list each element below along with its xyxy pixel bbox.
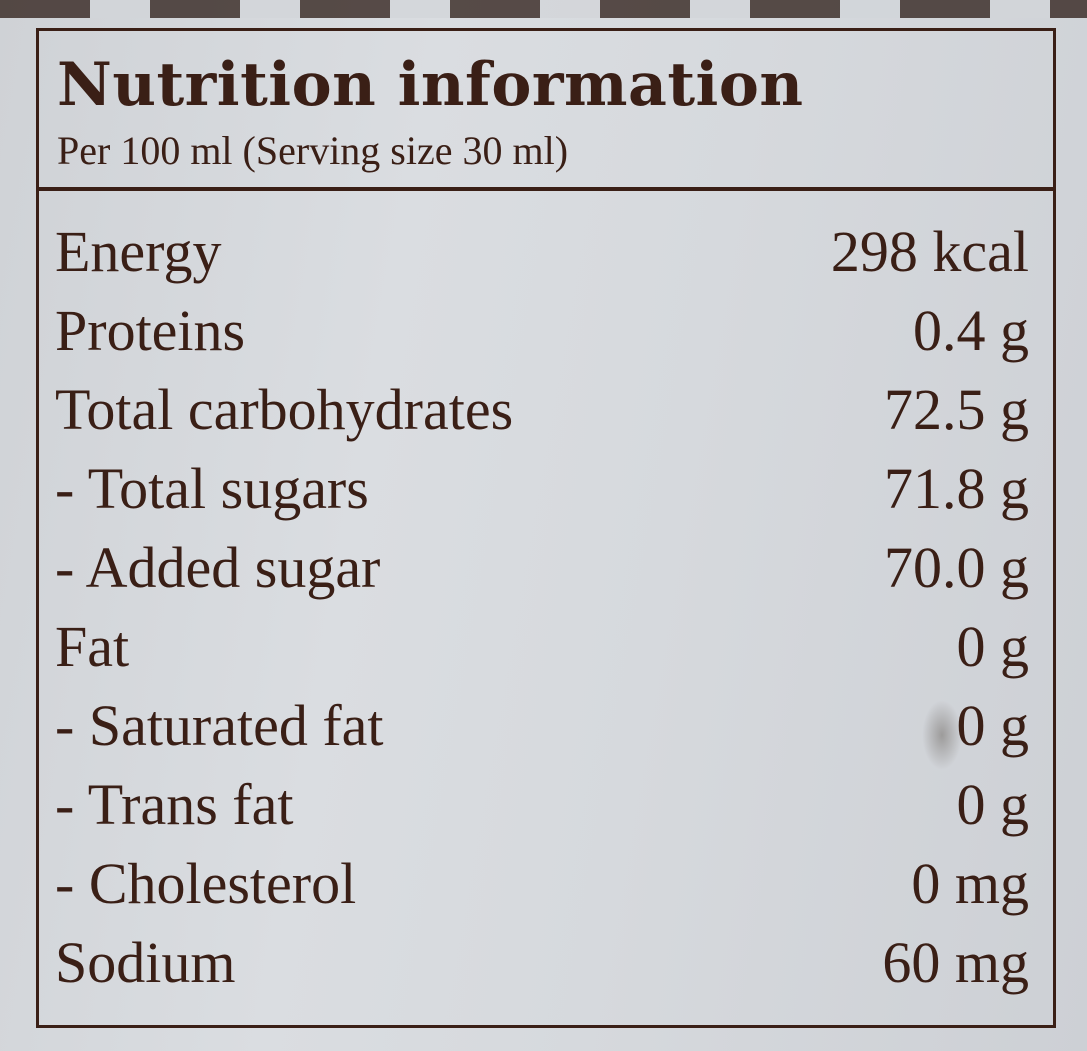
nutrient-name: - Trans fat	[55, 772, 294, 837]
nutrient-value: 0.4 g	[913, 298, 1029, 363]
nutrition-panel: Nutrition information Per 100 ml (Servin…	[36, 28, 1056, 1028]
nutrient-name: - Added sugar	[55, 535, 381, 600]
panel-subtitle: Per 100 ml (Serving size 30 ml)	[57, 128, 569, 173]
nutrient-row-cholesterol: - Cholesterol 0 mg	[39, 847, 1053, 926]
panel-title: Nutrition information	[57, 50, 804, 120]
nutrient-rows: Energy 298 kcal Proteins 0.4 g Total car…	[39, 215, 1053, 1005]
nutrient-value: 60 mg	[882, 930, 1029, 995]
nutrient-name: Fat	[55, 614, 130, 679]
top-print-strip	[0, 0, 1087, 18]
nutrient-row-energy: Energy 298 kcal	[39, 215, 1053, 294]
nutrient-row-fat: Fat 0 g	[39, 610, 1053, 689]
nutrient-row-sodium: Sodium 60 mg	[39, 926, 1053, 1005]
nutrient-value: 72.5 g	[884, 377, 1029, 442]
nutrient-value: 0 mg	[911, 851, 1029, 916]
nutrient-value: 70.0 g	[884, 535, 1029, 600]
nutrient-name: Energy	[55, 219, 222, 284]
nutrient-row-total-sugars: - Total sugars 71.8 g	[39, 452, 1053, 531]
nutrient-name: Sodium	[55, 930, 236, 995]
nutrient-value: 71.8 g	[884, 456, 1029, 521]
nutrient-row-total-carbohydrates: Total carbohydrates 72.5 g	[39, 373, 1053, 452]
nutrient-name: Proteins	[55, 298, 246, 363]
nutrient-value: 0 g	[956, 693, 1030, 758]
nutrient-value: 0 g	[956, 772, 1030, 837]
nutrient-name: - Cholesterol	[55, 851, 357, 916]
nutrient-row-trans-fat: - Trans fat 0 g	[39, 768, 1053, 847]
nutrient-row-proteins: Proteins 0.4 g	[39, 294, 1053, 373]
ink-smudge	[922, 700, 962, 770]
nutrient-name: Total carbohydrates	[55, 377, 514, 442]
nutrient-row-added-sugar: - Added sugar 70.0 g	[39, 531, 1053, 610]
nutrient-row-saturated-fat: - Saturated fat 0 g	[39, 689, 1053, 768]
nutrient-value: 298 kcal	[830, 219, 1029, 284]
panel-header: Nutrition information Per 100 ml (Servin…	[39, 31, 1053, 191]
nutrient-name: - Total sugars	[55, 456, 369, 521]
nutrient-name: - Saturated fat	[55, 693, 384, 758]
nutrient-value: 0 g	[956, 614, 1030, 679]
